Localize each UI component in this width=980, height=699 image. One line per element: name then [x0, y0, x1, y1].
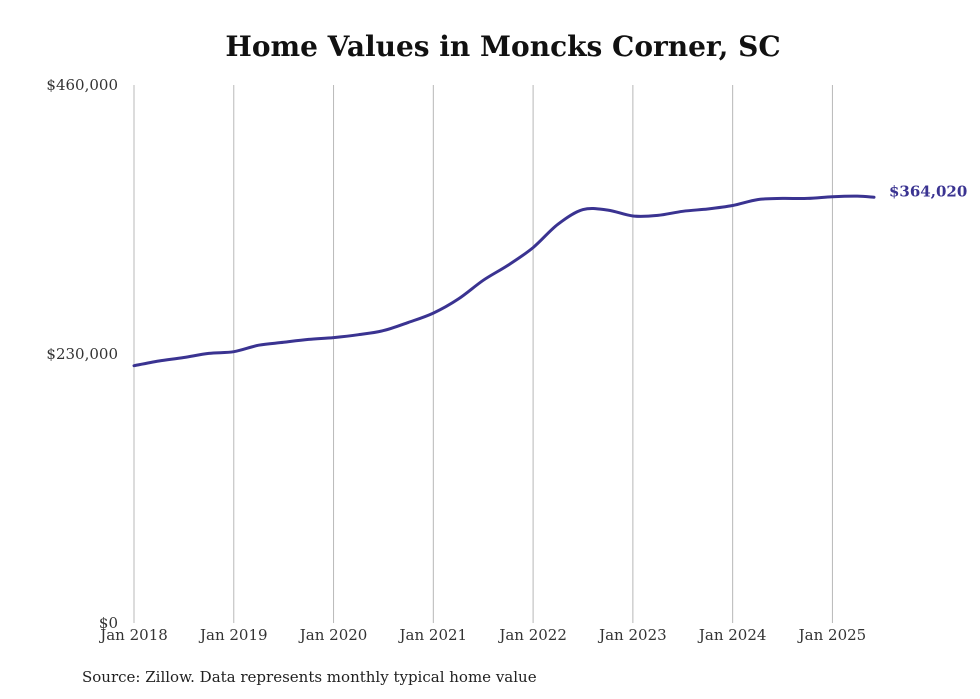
chart-title: Home Values in Moncks Corner, SC	[225, 30, 781, 63]
x-tick-label: Jan 2018	[98, 626, 168, 644]
x-tick-label: Jan 2022	[497, 626, 567, 644]
x-tick-label: Jan 2021	[398, 626, 468, 644]
x-tick-label: Jan 2024	[697, 626, 767, 644]
series-layer	[132, 194, 876, 368]
end-value-label: $364,020	[889, 182, 967, 200]
y-tick-label: $0	[99, 614, 118, 632]
data-label-layer: $364,020	[889, 182, 967, 200]
vertical-gridlines	[133, 85, 833, 623]
x-tick-label: Jan 2023	[597, 626, 667, 644]
y-tick-label: $460,000	[46, 76, 118, 94]
x-tick-label: Jan 2025	[797, 626, 867, 644]
x-tick-label: Jan 2019	[198, 626, 268, 644]
x-axis-tick-labels: Jan 2018 Jan 2019 Jan 2020 Jan 2021 Jan 2022…	[98, 626, 866, 644]
home-value-line	[132, 194, 876, 368]
y-tick-label: $230,000	[46, 345, 118, 363]
x-tick-label: Jan 2020	[298, 626, 368, 644]
y-axis-tick-labels: $0 $230,000 $460,000	[46, 76, 118, 632]
source-note: Source: Zillow. Data represents monthly …	[82, 668, 537, 686]
